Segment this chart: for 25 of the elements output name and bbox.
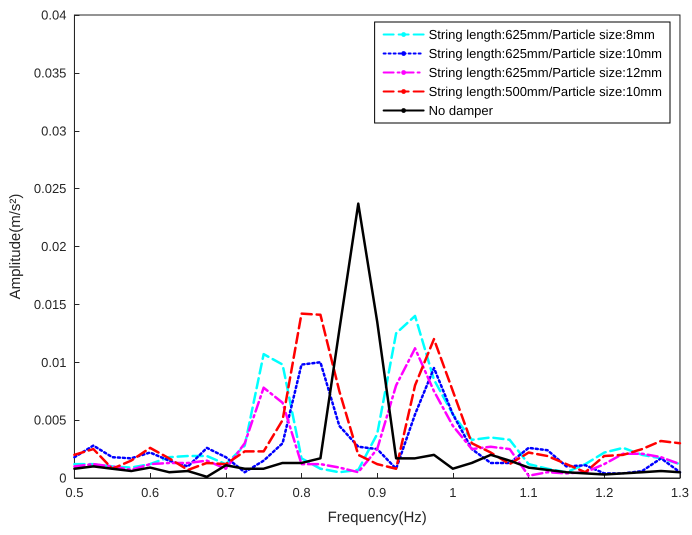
x-tick-label: 0.8 bbox=[292, 485, 311, 500]
x-tick-label: 0.9 bbox=[368, 485, 386, 500]
x-axis-title: Frequency(Hz) bbox=[328, 509, 427, 526]
y-tick-label: 0.04 bbox=[41, 8, 66, 22]
x-tick-label: 0.5 bbox=[65, 485, 84, 500]
legend-label: String length:625mm/Particle size:8mm bbox=[428, 27, 655, 42]
x-tick-label: 1.1 bbox=[520, 485, 538, 500]
legend-label: String length:625mm/Particle size:10mm bbox=[428, 46, 662, 61]
y-axis-title: Amplitude(m/s²) bbox=[7, 194, 24, 300]
y-tick-label: 0.005 bbox=[34, 412, 66, 428]
x-tick-label: 0.7 bbox=[216, 485, 235, 500]
legend-label: No damper bbox=[428, 103, 494, 118]
y-tick-label: 0.02 bbox=[41, 239, 66, 254]
y-tick-label: 0.01 bbox=[41, 354, 66, 370]
legend-label: String length:625mm/Particle size:12mm bbox=[428, 65, 662, 80]
x-tick-label: 1.3 bbox=[670, 485, 690, 500]
y-tick-label: 0.025 bbox=[34, 181, 66, 196]
y-tick-label: 0.03 bbox=[41, 123, 66, 138]
x-tick-label: 1.2 bbox=[595, 485, 614, 500]
legend-label: String length:500mm/Particle size:10mm bbox=[428, 84, 662, 99]
y-tick-label: 0.015 bbox=[34, 296, 66, 312]
y-tick-label: 0 bbox=[59, 470, 66, 486]
x-tick-label: 0.6 bbox=[141, 485, 160, 500]
y-tick-label: 0.035 bbox=[34, 65, 66, 80]
x-tick-label: 1 bbox=[449, 485, 457, 500]
